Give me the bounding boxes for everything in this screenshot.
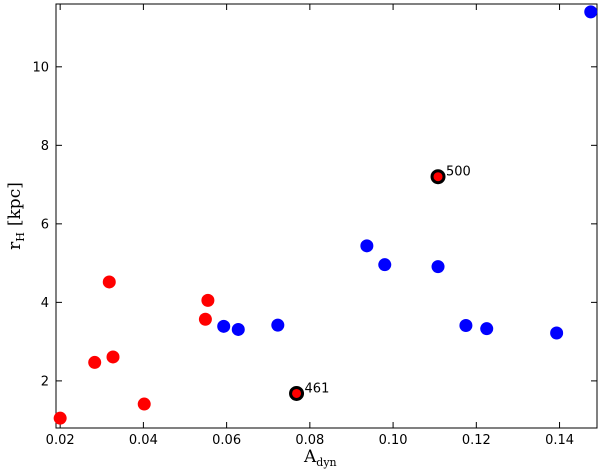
data-point [360, 239, 374, 253]
x-tick-label: 0.10 [379, 433, 408, 448]
data-point [431, 260, 445, 274]
x-tick-label: 0.12 [462, 433, 491, 448]
data-point [584, 5, 598, 19]
plot-frame [55, 3, 598, 429]
point-annotation-label: 500 [446, 165, 471, 180]
y-tick-label: 10 [32, 60, 49, 75]
data-points [53, 5, 598, 425]
data-point [88, 355, 102, 369]
data-point [106, 350, 120, 364]
axis-ticks: 0.02 0.04 0.06 0.08 0.10 0.12 0.14 2 4 6 8 10 [32, 4, 597, 448]
data-point [271, 318, 285, 332]
data-point [550, 326, 564, 340]
y-tick-label: 6 [41, 217, 49, 232]
y-tick-label: 4 [41, 296, 49, 311]
y-axis-title-unit: [kpc] [5, 182, 25, 226]
y-axis-title-sub: H [14, 232, 27, 242]
highlighted-point [289, 385, 305, 401]
data-point [137, 397, 151, 411]
y-axis-title: rH [kpc] [5, 182, 27, 250]
x-axis-title-sub: dyn [316, 456, 336, 469]
data-point [480, 322, 494, 336]
data-point [201, 293, 215, 307]
point-annotation-label: 461 [305, 381, 330, 396]
data-point [459, 319, 473, 333]
data-point [53, 411, 67, 425]
x-tick-label: 0.02 [46, 433, 75, 448]
y-tick-label: 8 [41, 139, 49, 154]
x-tick-label: 0.04 [129, 433, 158, 448]
y-tick-label: 2 [41, 374, 49, 389]
x-axis-title-main: A [303, 447, 317, 467]
x-tick-label: 0.08 [295, 433, 324, 448]
data-point [378, 258, 392, 272]
annotations: 500 461 [289, 165, 471, 401]
x-tick-label: 0.06 [212, 433, 241, 448]
x-tick-label: 0.14 [545, 433, 574, 448]
x-axis-title: Adyn [303, 447, 337, 469]
data-point [217, 319, 231, 333]
data-point [102, 275, 116, 289]
highlighted-point [430, 169, 446, 185]
data-point [198, 312, 212, 326]
data-point [231, 322, 245, 336]
y-axis-title-main: r [5, 241, 25, 250]
